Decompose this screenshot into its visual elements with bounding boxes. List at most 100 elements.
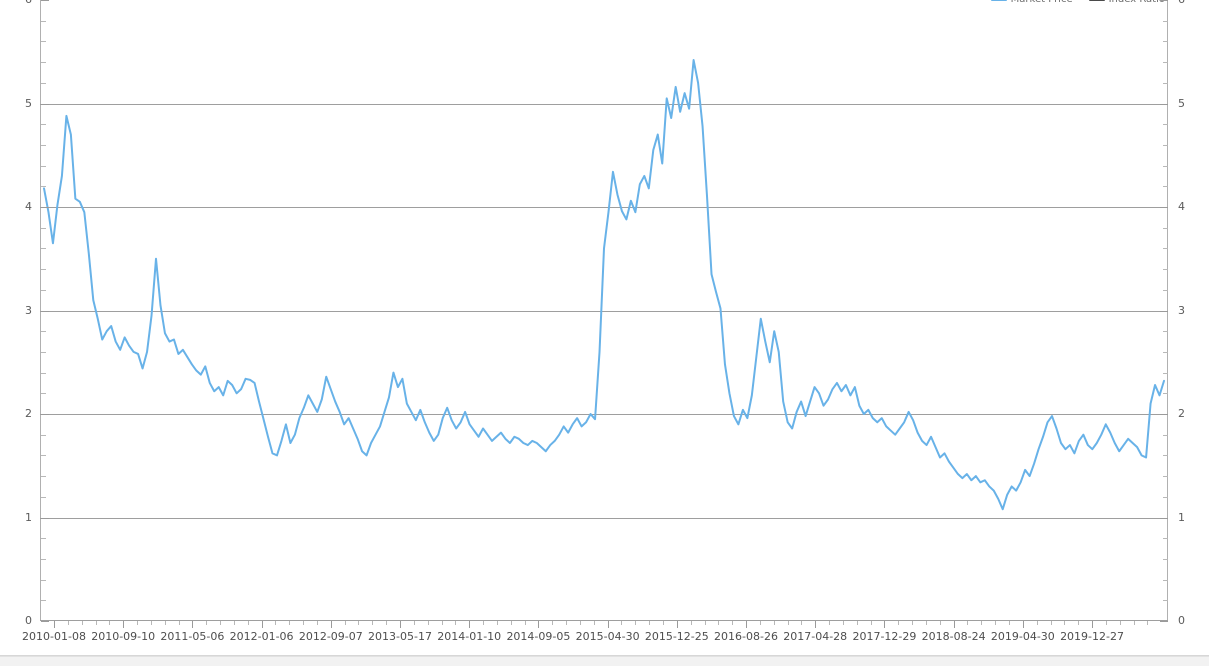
y-axis-tick-mark <box>1163 82 1168 84</box>
y-axis-tick-mark <box>1160 621 1168 622</box>
gridline-1 <box>40 517 1168 519</box>
x-axis-minor-tick <box>1036 621 1038 625</box>
x-axis-minor-tick <box>372 621 374 625</box>
y-axis-tick-mark <box>1163 476 1168 478</box>
y-axis-tick-mark <box>41 289 46 291</box>
y-tick-label: 1 <box>1178 510 1185 524</box>
y-axis-tick-mark <box>41 496 46 498</box>
x-axis-minor-tick <box>898 621 900 625</box>
y-tick-label: 0 <box>1178 614 1185 627</box>
x-axis-major-tick <box>746 621 748 628</box>
x-tick-label: 2012-01-06 <box>229 630 294 643</box>
x-tick-label: 2017-12-29 <box>852 630 917 643</box>
y-axis-tick-mark <box>41 0 49 1</box>
x-axis-minor-tick <box>233 621 235 625</box>
x-tick-label: 2015-04-30 <box>575 630 640 643</box>
y-axis-tick-mark <box>1160 310 1168 312</box>
x-axis-minor-tick <box>247 621 249 625</box>
y-axis-tick-mark <box>1163 393 1168 395</box>
y-axis-tick-mark <box>41 62 46 64</box>
y-tick-label: 6 <box>1178 0 1208 5</box>
x-axis-minor-tick <box>925 621 927 625</box>
x-axis-minor-tick <box>524 621 526 625</box>
x-axis-minor-tick <box>1105 621 1107 625</box>
legend-item-1[interactable]: Index Ratio <box>1088 0 1165 5</box>
y-axis-tick-mark <box>41 207 49 208</box>
y-axis-tick-mark <box>41 434 46 436</box>
x-axis-major-tick <box>469 621 471 628</box>
y-axis-tick-mark <box>41 82 46 84</box>
x-tick-label: 2013-05-17 <box>368 630 432 643</box>
y-axis-tick-mark <box>1160 414 1168 415</box>
y-axis-tick-mark <box>1163 269 1168 271</box>
x-axis-minor-tick <box>67 621 69 625</box>
x-axis-minor-tick <box>773 621 775 625</box>
y-axis-tick-mark <box>41 538 46 540</box>
x-axis-minor-tick <box>1078 621 1080 625</box>
x-axis-minor-tick <box>552 621 554 625</box>
x-tick-label: 2014-01-10 <box>437 630 502 643</box>
x-axis-minor-tick <box>566 621 568 625</box>
x-tick-label: 2015-12-25 <box>644 630 709 643</box>
y-axis-tick-mark <box>41 600 46 602</box>
x-axis-minor-tick <box>178 621 180 625</box>
x-axis-minor-tick <box>427 621 429 625</box>
y-axis-tick-mark <box>1160 207 1168 208</box>
gridline-5 <box>40 103 1168 105</box>
x-axis-minor-tick <box>690 621 692 625</box>
x-axis-minor-tick <box>579 621 581 625</box>
y-axis-tick-mark <box>1160 103 1168 105</box>
y-tick-label: 1 <box>25 510 32 524</box>
x-axis-minor-tick <box>662 621 664 625</box>
x-axis-minor-tick <box>1008 621 1010 625</box>
x-tick-label: 2010-01-08 <box>22 630 86 643</box>
legend-item-0[interactable]: Market Price <box>990 0 1073 5</box>
y-tick-label: 5 <box>25 96 32 110</box>
x-axis-major-tick <box>884 621 886 628</box>
x-axis-minor-tick <box>995 621 997 625</box>
x-axis-major-tick <box>330 621 332 628</box>
y-axis-tick-mark <box>41 579 46 581</box>
x-axis-minor-tick <box>593 621 595 625</box>
x-axis-minor-tick <box>220 621 222 625</box>
series-line-chart <box>40 0 1168 621</box>
y-tick-label: 5 <box>1178 96 1185 110</box>
legend-swatch-icon <box>1088 0 1105 1</box>
x-axis-minor-tick <box>912 621 914 625</box>
y-axis-tick-mark <box>41 227 46 229</box>
x-axis-minor-tick <box>455 621 457 625</box>
y-axis-tick-mark <box>1163 434 1168 436</box>
x-axis-minor-tick <box>109 621 111 625</box>
series-line-0 <box>44 60 1164 509</box>
x-axis-major-tick <box>123 621 125 628</box>
x-axis-minor-tick <box>95 621 97 625</box>
x-axis-minor-tick <box>1147 621 1149 625</box>
y-axis-tick-mark <box>41 310 49 312</box>
y-tick-label: 4 <box>25 200 32 213</box>
x-axis-minor-tick <box>829 621 831 625</box>
x-axis-minor-tick <box>718 621 720 625</box>
x-axis-minor-tick <box>787 621 789 625</box>
plot-area[interactable] <box>40 0 1168 621</box>
x-axis-major-tick <box>400 621 401 628</box>
y-axis-tick-mark <box>1163 227 1168 229</box>
y-axis-tick-mark <box>41 144 46 146</box>
x-axis-major-tick <box>953 621 955 628</box>
y-axis-tick-mark <box>1163 455 1168 457</box>
y-axis-tick-mark <box>41 269 46 271</box>
x-axis-minor-tick <box>1133 621 1135 625</box>
x-axis-minor-tick <box>316 621 318 625</box>
x-tick-label: 2010-09-10 <box>91 630 156 643</box>
y-tick-label: 2 <box>1178 407 1185 420</box>
y-axis-tick-mark <box>41 103 49 105</box>
x-axis-minor-tick <box>386 621 388 625</box>
y-tick-label: 4 <box>1178 200 1185 213</box>
x-tick-label: 2019-04-30 <box>990 630 1055 643</box>
y-axis-tick-mark <box>1163 186 1168 188</box>
gridline-3 <box>40 310 1168 312</box>
x-axis-major-tick <box>54 621 55 628</box>
y-axis-tick-mark <box>1160 0 1168 1</box>
y-axis-tick-mark <box>1163 62 1168 64</box>
x-axis-minor-tick <box>759 621 761 625</box>
x-axis-minor-tick <box>81 621 83 625</box>
